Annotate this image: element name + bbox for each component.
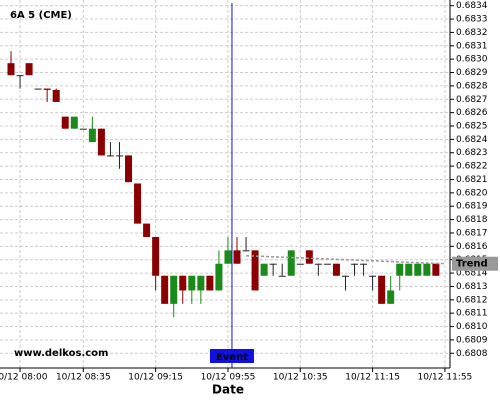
candle-body — [405, 263, 413, 276]
y-tick-label: 0.6816 — [456, 242, 488, 252]
y-tick-label: 0.6832 — [456, 28, 488, 38]
y-tick-label: 0.6831 — [456, 41, 488, 51]
y-tick-label: 0.6834 — [456, 1, 488, 11]
candle-body — [278, 275, 286, 277]
candle-body — [106, 155, 114, 157]
chart-title: 6A 5 (CME) — [10, 10, 72, 21]
y-tick-label: 0.6824 — [456, 135, 488, 145]
candle-body — [242, 250, 250, 252]
candle-body — [396, 263, 404, 276]
candle-body — [43, 88, 51, 90]
candle-body — [161, 275, 169, 304]
candle-body — [170, 275, 178, 304]
y-tick-label: 0.6814 — [456, 269, 488, 279]
candle-body — [260, 263, 268, 276]
candle-body — [115, 155, 123, 157]
candle-body — [323, 263, 331, 265]
x-tick-label: 10/12 11:55 — [418, 373, 473, 383]
y-tick-label: 0.6821 — [456, 175, 488, 185]
y-tick-label: 0.6820 — [456, 188, 488, 198]
candle-body — [269, 263, 277, 265]
y-tick-label: 0.6830 — [456, 55, 488, 65]
candle-body — [423, 263, 431, 276]
candle-body — [25, 63, 33, 76]
y-tick-label: 0.6833 — [456, 15, 488, 25]
y-tick-label: 0.6810 — [456, 322, 488, 332]
y-tick-label: 0.6826 — [456, 108, 488, 118]
candle-body — [52, 89, 60, 102]
candle-body — [16, 75, 24, 77]
y-tick-label: 0.6828 — [456, 81, 488, 91]
candle-body — [143, 223, 151, 237]
candle-body — [314, 263, 322, 265]
candle-body — [7, 63, 15, 76]
candle-body — [387, 290, 395, 304]
candle-body — [79, 128, 87, 130]
candle-body — [251, 250, 259, 291]
x-axis-title: Date — [212, 383, 244, 397]
y-tick-label: 0.6811 — [456, 309, 488, 319]
candle-body — [296, 263, 304, 265]
y-tick-label: 0.6822 — [456, 162, 488, 172]
x-tick-label: 10/12 10:35 — [273, 373, 328, 383]
candle-body — [152, 236, 160, 276]
x-tick-label: 10/12 08:35 — [56, 373, 111, 383]
candle-body — [97, 128, 105, 156]
y-tick-label: 0.6817 — [456, 228, 488, 238]
event-label: Event — [216, 352, 248, 363]
x-tick-label: 10/12 09:15 — [128, 373, 183, 383]
y-tick-label: 0.6808 — [456, 349, 488, 359]
candle-body — [432, 263, 440, 276]
y-tick-label: 0.6825 — [456, 122, 488, 132]
trend-line — [246, 254, 445, 265]
candle-body — [332, 263, 340, 276]
candle-body — [70, 116, 78, 129]
x-tick-label: 10/12 11:15 — [345, 373, 400, 383]
y-tick-label: 0.6823 — [456, 148, 488, 158]
candle-body — [215, 263, 223, 291]
watermark: www.delkos.com — [14, 348, 108, 359]
y-tick-label: 0.6827 — [456, 95, 488, 105]
trend-label-box — [452, 256, 498, 271]
candle-body — [305, 250, 313, 264]
candle-body — [233, 250, 241, 264]
candle-body — [414, 263, 422, 276]
candle-body — [197, 275, 205, 291]
candle-body — [179, 275, 187, 291]
event-label-box — [209, 349, 254, 363]
candle-body — [360, 263, 368, 265]
x-tick-label: 10/12 08:00 — [0, 373, 48, 383]
candle-body — [378, 275, 386, 304]
y-tick-label: 0.6829 — [456, 68, 488, 78]
y-tick-label: 0.6812 — [456, 295, 488, 305]
candle-body — [369, 275, 377, 277]
candle-body — [125, 155, 133, 183]
candle-body — [351, 263, 359, 265]
candle-body — [206, 275, 214, 291]
candle-body — [61, 116, 69, 129]
candle-body — [34, 88, 42, 90]
candle-body — [88, 128, 96, 143]
candle-body — [224, 250, 232, 264]
y-tick-label: 0.6819 — [456, 202, 488, 212]
trend-label: Trend — [456, 259, 488, 270]
y-tick-label: 0.6813 — [456, 282, 488, 292]
candle-body — [341, 275, 349, 277]
candle-body — [188, 275, 196, 291]
y-tick-label: 0.6818 — [456, 215, 488, 225]
y-tick-label: 0.6809 — [456, 335, 488, 345]
x-tick-label: 10/12 09:55 — [201, 373, 256, 383]
candle-body — [134, 183, 142, 224]
candle-body — [287, 250, 295, 276]
